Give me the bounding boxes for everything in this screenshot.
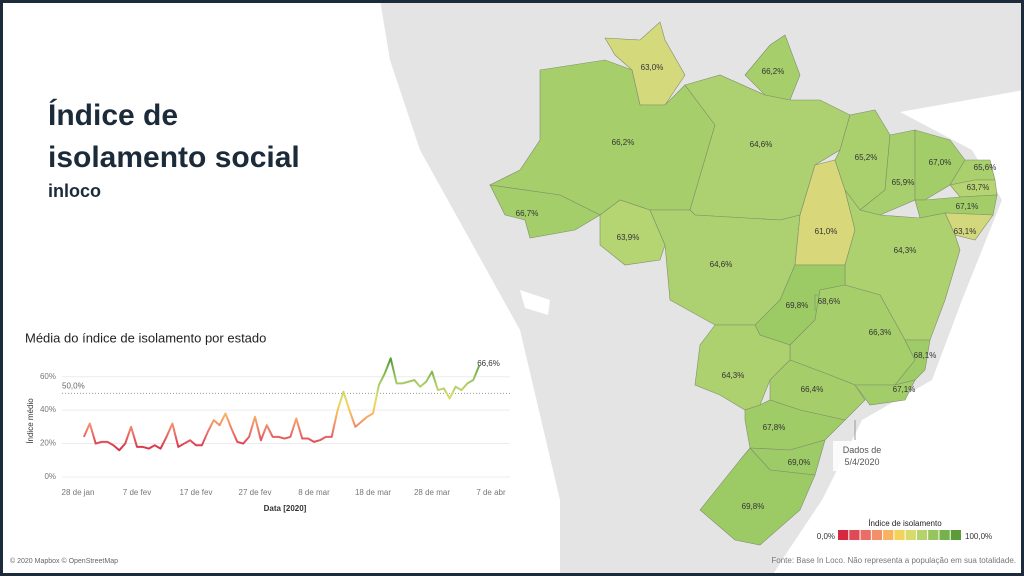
title: Índice de isolamento social [48, 99, 300, 174]
state-value-label: 67,1% [956, 202, 979, 211]
lake [520, 290, 550, 315]
state-value-label: 67,1% [893, 385, 916, 394]
legend-max-label: 100,0% [965, 532, 992, 541]
reference-label: 50,0% [62, 382, 85, 391]
state-value-label: 63,0% [641, 63, 664, 72]
legend-swatch [849, 530, 860, 540]
state-region [599, 199, 666, 266]
x-tick-label: 28 de jan [62, 488, 95, 497]
state-value-label: 65,2% [855, 153, 878, 162]
x-axis-label: Data [2020] [264, 504, 307, 513]
state-region [854, 379, 916, 406]
legend-swatch [939, 530, 950, 540]
y-tick-label: 0% [44, 472, 56, 481]
state-value-label: 69,8% [786, 301, 809, 310]
state-value-label: 67,0% [929, 158, 952, 167]
legend-swatch [894, 530, 905, 540]
state-value-label: 68,1% [914, 351, 937, 360]
state-region [489, 184, 601, 239]
state-value-label: 66,2% [612, 138, 635, 147]
state-value-label: 67,8% [763, 423, 786, 432]
state-value-label: 64,3% [894, 246, 917, 255]
x-tick-label: 28 de mar [414, 488, 450, 497]
state-value-label: 64,3% [722, 371, 745, 380]
x-tick-label: 17 de fev [180, 488, 213, 497]
legend-min-label: 0,0% [817, 532, 835, 541]
state-region [694, 324, 791, 411]
state-value-label: 66,2% [762, 67, 785, 76]
state-value-label: 66,7% [516, 209, 539, 218]
legend-swatch [883, 530, 894, 540]
y-tick-label: 20% [40, 439, 56, 448]
source-note: Fonte: Base In Loco. Não representa a po… [771, 556, 1016, 565]
legend-swatch [838, 530, 849, 540]
chart-title: Média do índice de isolamento por estado [25, 330, 266, 345]
legend-title: Índice de isolamento [868, 519, 942, 528]
y-axis-label: Índice médio [26, 398, 35, 444]
states-layer [489, 21, 998, 546]
state-region [949, 179, 998, 198]
y-tick-label: 60% [40, 372, 56, 381]
legend-swatch [928, 530, 939, 540]
x-tick-label: 8 de mar [298, 488, 330, 497]
state-value-label: 69,0% [788, 458, 811, 467]
y-tick-label: 40% [40, 405, 56, 414]
x-tick-label: 7 de fev [123, 488, 151, 497]
state-value-label: 69,8% [742, 502, 765, 511]
subtitle: inloco [48, 181, 101, 201]
state-value-label: 63,7% [967, 183, 990, 192]
state-value-label: 66,4% [801, 385, 824, 394]
attribution: © 2020 Mapbox © OpenStreetMap [10, 557, 118, 565]
data-label: 66,6% [477, 359, 500, 368]
annotation: Dados de 5/4/2020 [833, 441, 891, 471]
state-value-label: 61,0% [815, 227, 838, 236]
legend-swatch [905, 530, 916, 540]
state-value-label: 64,6% [750, 140, 773, 149]
x-tick-label: 7 de abr [476, 488, 506, 497]
series-line [82, 357, 481, 452]
legend-swatch [860, 530, 871, 540]
state-value-label: 63,1% [954, 227, 977, 236]
state-region [699, 447, 816, 546]
state-value-label: 65,6% [974, 163, 997, 172]
state-value-label: 65,9% [892, 178, 915, 187]
state-region [604, 21, 686, 106]
state-value-label: 66,3% [869, 328, 892, 337]
x-tick-label: 18 de mar [355, 488, 391, 497]
x-tick-label: 27 de fev [239, 488, 272, 497]
state-value-label: 64,6% [710, 260, 733, 269]
state-value-label: 63,9% [617, 233, 640, 242]
legend-swatch [950, 530, 961, 540]
state-value-label: 68,6% [818, 297, 841, 306]
legend-swatch [871, 530, 883, 540]
legend-swatch [916, 530, 928, 540]
